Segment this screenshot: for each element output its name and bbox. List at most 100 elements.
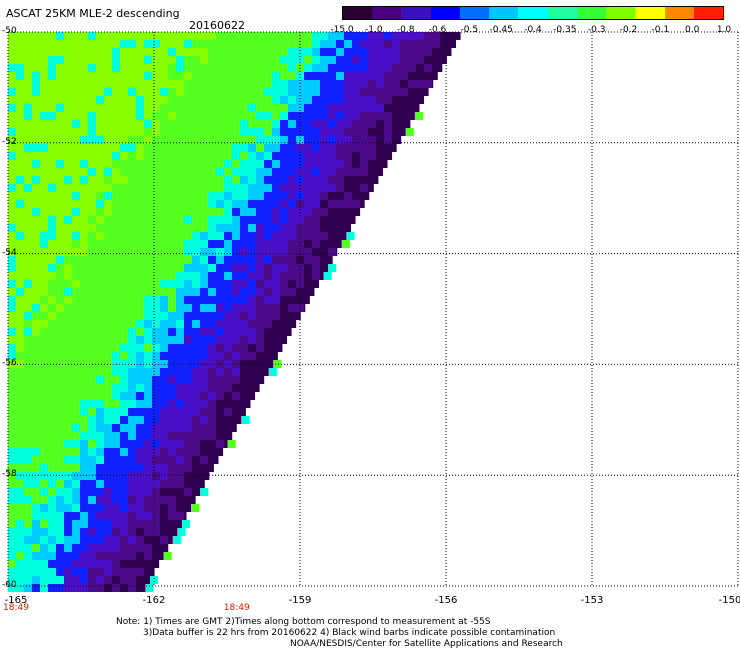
- swath-cell: [280, 64, 288, 72]
- swath-cell: [200, 320, 208, 328]
- swath-cell: [184, 32, 192, 40]
- swath-cell: [240, 104, 248, 112]
- swath-cell: [8, 336, 16, 344]
- swath-cell: [304, 104, 312, 112]
- swath-cell: [152, 344, 160, 352]
- swath-cell: [160, 408, 168, 416]
- swath-cell: [48, 536, 56, 544]
- swath-cell: [8, 512, 16, 520]
- swath-cell: [48, 440, 56, 448]
- swath-cell: [96, 520, 104, 528]
- swath-cell: [80, 144, 88, 152]
- swath-cell: [128, 32, 136, 40]
- swath-cell: [136, 560, 144, 568]
- swath-cell: [216, 40, 224, 48]
- swath-cell: [96, 376, 104, 384]
- colorbar-tick-label: -0.4: [524, 25, 542, 35]
- swath-cell: [152, 512, 160, 520]
- swath-cell: [336, 64, 344, 72]
- swath-cell: [112, 528, 120, 536]
- swath-cell: [328, 208, 336, 216]
- swath-cell: [184, 384, 192, 392]
- swath-cell: [48, 544, 56, 552]
- swath-cell: [120, 272, 128, 280]
- swath-cell: [120, 176, 128, 184]
- swath-cell: [184, 296, 192, 304]
- swath-cell: [264, 72, 272, 80]
- swath-cell: [288, 112, 296, 120]
- swath-cell: [112, 440, 120, 448]
- longitude-tick-label: -159: [288, 595, 312, 606]
- swath-cell: [80, 264, 88, 272]
- swath-cell: [48, 184, 56, 192]
- swath-cell: [400, 56, 408, 64]
- swath-cell: [96, 240, 104, 248]
- swath-cell: [136, 544, 144, 552]
- swath-cell: [200, 352, 208, 360]
- swath-cell: [240, 96, 248, 104]
- swath-cell: [32, 392, 40, 400]
- swath-cell: [136, 144, 144, 152]
- swath-cell: [264, 120, 272, 128]
- swath-cell: [48, 128, 56, 136]
- swath-cell: [16, 280, 24, 288]
- swath-cell: [72, 400, 80, 408]
- swath-cell: [16, 200, 24, 208]
- swath-cell: [152, 304, 160, 312]
- swath-cell: [264, 128, 272, 136]
- swath-cell: [56, 520, 64, 528]
- swath-cell: [144, 488, 152, 496]
- swath-cell: [80, 544, 88, 552]
- swath-cell: [56, 456, 64, 464]
- swath-cell: [112, 32, 120, 40]
- swath-cell: [216, 432, 224, 440]
- swath-cell: [40, 136, 48, 144]
- swath-cell: [184, 232, 192, 240]
- swath-cell: [320, 160, 328, 168]
- swath-cell: [112, 512, 120, 520]
- swath-cell: [176, 384, 184, 392]
- swath-cell: [96, 560, 104, 568]
- swath-cell: [216, 304, 224, 312]
- swath-cell: [128, 496, 136, 504]
- swath-cell: [336, 80, 344, 88]
- swath-cell: [24, 208, 32, 216]
- swath-cell: [152, 288, 160, 296]
- swath-cell: [136, 552, 144, 560]
- swath-cell: [48, 64, 56, 72]
- swath-cell: [24, 480, 32, 488]
- swath-cell: [416, 64, 424, 72]
- swath-cell: [232, 392, 240, 400]
- swath-cell: [16, 144, 24, 152]
- colorbar-swatch: [459, 7, 490, 19]
- swath-cell: [120, 216, 128, 224]
- swath-cell: [112, 176, 120, 184]
- swath-cell: [288, 32, 296, 40]
- swath-cell: [424, 88, 429, 96]
- swath-cell: [440, 40, 448, 48]
- swath-cell: [280, 144, 288, 152]
- swath-cell: [152, 192, 160, 200]
- swath-cell: [216, 48, 224, 56]
- swath-cell: [96, 280, 104, 288]
- swath-cell: [56, 504, 64, 512]
- swath-cell: [176, 528, 178, 536]
- swath-cell: [376, 176, 379, 184]
- swath-cell: [72, 64, 80, 72]
- swath-cell: [152, 32, 160, 40]
- swath-cell: [360, 32, 368, 40]
- swath-cell: [224, 408, 232, 416]
- swath-cell: [248, 264, 256, 272]
- swath-cell: [280, 160, 288, 168]
- swath-cell: [56, 256, 64, 264]
- swath-cell: [208, 256, 216, 264]
- swath-cell: [216, 80, 224, 88]
- swath-cell: [144, 248, 152, 256]
- swath-cell: [320, 264, 328, 272]
- swath-cell: [256, 144, 264, 152]
- swath-cell: [144, 216, 152, 224]
- swath-cell: [376, 152, 384, 160]
- swath-cell: [152, 64, 160, 72]
- swath-cell: [256, 224, 264, 232]
- swath-cell: [128, 448, 136, 456]
